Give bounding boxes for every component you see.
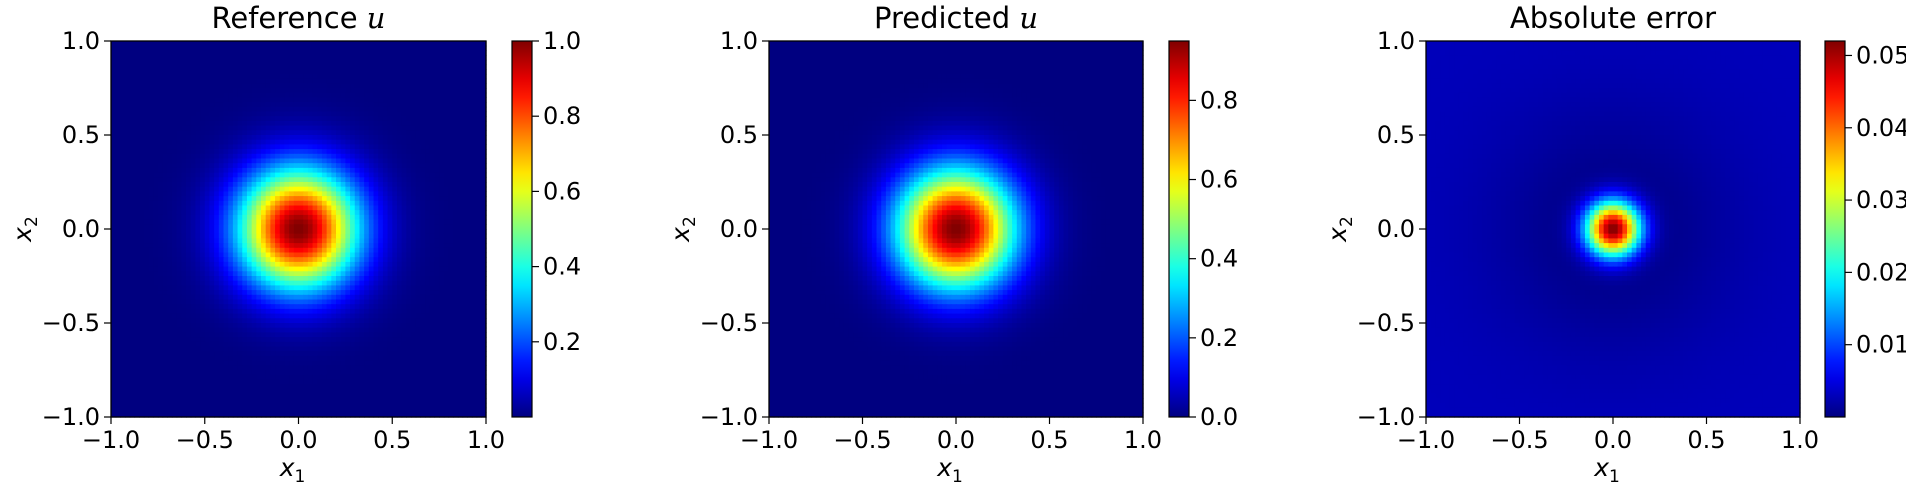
- y-tick-label: 0.5: [1377, 121, 1415, 149]
- x-tick-label: 0.5: [1030, 426, 1068, 454]
- x-tick-label: 0.0: [1594, 426, 1632, 454]
- colorbar-tick-label: 0.2: [1200, 324, 1238, 352]
- x-tick-label: 1.0: [1124, 426, 1162, 454]
- panel-3: Absolute error −1.0 −0.5 0.0 0.5 1.0 −1.0 −0.5 0…: [1323, 1, 1906, 486]
- chart-title: Reference u: [212, 1, 386, 35]
- x-tick-label: −1.0: [740, 426, 798, 454]
- y-tick-label: 0.0: [62, 215, 100, 243]
- heatmap-2: [769, 41, 1144, 418]
- colorbar-tick-label: 1.0: [543, 27, 581, 55]
- colorbar-tick-label: 0.6: [543, 177, 581, 205]
- y-tick-label: −0.5: [700, 309, 758, 337]
- x-tick-label: 0.5: [1687, 426, 1725, 454]
- colorbar-tick-label: 0.0: [1200, 403, 1238, 431]
- y-axis-label: x2: [8, 216, 42, 243]
- colorbar: [1824, 40, 1846, 418]
- colorbar-tick-label: 0.01: [1856, 331, 1906, 359]
- y-tick-label: −0.5: [42, 309, 100, 337]
- y-tick-label: −1.0: [1357, 403, 1415, 431]
- colorbar-tick-label: 0.03: [1856, 186, 1906, 214]
- colorbar-tick-label: 0.04: [1856, 114, 1906, 142]
- colorbar-tick-label: 0.4: [1200, 245, 1238, 273]
- y-axis-label: x2: [666, 216, 700, 243]
- x-tick-label: 0.0: [937, 426, 975, 454]
- colorbar-tick-label: 0.8: [543, 102, 581, 130]
- chart-title: Absolute error: [1510, 1, 1716, 35]
- x-axis-label: x1: [1593, 453, 1620, 486]
- y-tick-label: 0.5: [720, 121, 758, 149]
- x-tick-label: 1.0: [1781, 426, 1819, 454]
- y-tick-label: −1.0: [42, 403, 100, 431]
- y-tick-label: 1.0: [720, 27, 758, 55]
- y-axis-label: x2: [1323, 216, 1357, 243]
- x-tick-label: −0.5: [833, 426, 891, 454]
- colorbar: [511, 40, 533, 418]
- colorbar-tick-label: 0.05: [1856, 41, 1906, 69]
- y-tick-label: 1.0: [62, 27, 100, 55]
- x-tick-label: 0.5: [373, 426, 411, 454]
- x-tick-label: −1.0: [82, 426, 140, 454]
- y-tick-label: 0.0: [1377, 215, 1415, 243]
- panel-1: Reference u −1.0 −0.5 0.0 0.5 1.0 −1.0 −0.5 0.0 0…: [8, 1, 581, 486]
- colorbar-tick-label: 0.8: [1200, 86, 1238, 114]
- colorbar: [1168, 40, 1190, 418]
- colorbar-tick-label: 0.6: [1200, 166, 1238, 194]
- x-axis-label: x1: [279, 453, 306, 486]
- y-tick-label: −0.5: [1357, 309, 1415, 337]
- y-tick-label: 0.0: [720, 215, 758, 243]
- heatmap-1: [111, 41, 487, 418]
- y-tick-label: 0.5: [62, 121, 100, 149]
- x-tick-label: 0.0: [279, 426, 317, 454]
- y-tick-label: −1.0: [700, 403, 758, 431]
- colorbar-tick-label: 0.02: [1856, 258, 1906, 286]
- x-axis-label: x1: [936, 453, 963, 486]
- x-tick-label: −0.5: [1490, 426, 1548, 454]
- colorbar-tick-label: 0.4: [543, 253, 581, 281]
- heatmap-3: [1426, 41, 1801, 418]
- x-tick-label: −0.5: [176, 426, 234, 454]
- chart-title: Predicted u: [874, 1, 1038, 35]
- colorbar-tick-label: 0.2: [543, 328, 581, 356]
- x-tick-label: 1.0: [467, 426, 505, 454]
- y-tick-label: 1.0: [1377, 27, 1415, 55]
- x-tick-label: −1.0: [1397, 426, 1455, 454]
- panel-2: Predicted u −1.0 −0.5 0.0 0.5 1.0 −1.0 −0.5 0.0 0…: [666, 1, 1238, 486]
